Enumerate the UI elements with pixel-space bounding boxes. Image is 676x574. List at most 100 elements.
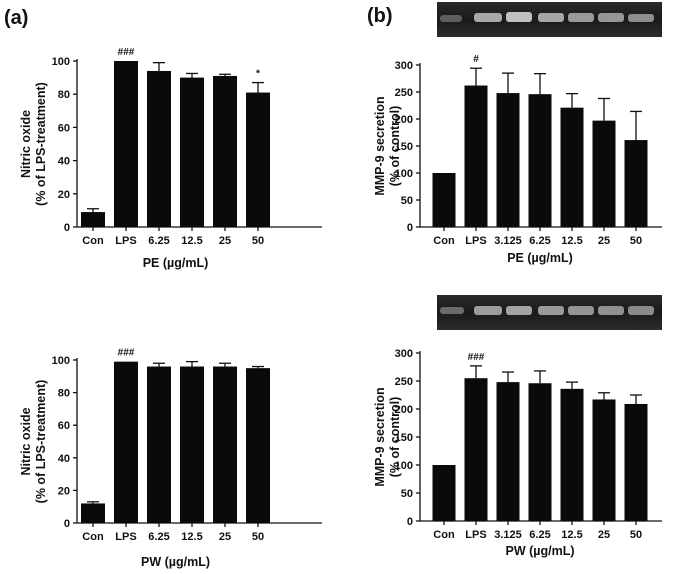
bar — [180, 366, 204, 523]
y-tick-label: 20 — [58, 189, 70, 201]
bar — [213, 75, 237, 227]
bar — [464, 85, 488, 228]
y-tick-label: 80 — [58, 89, 70, 101]
panel-label-b: (b) — [367, 5, 393, 27]
y-tick-label: 20 — [58, 485, 70, 497]
bar — [496, 93, 520, 227]
chart-a-bottom: 0 20 40 60 80 100 Con LPS ### 6.25 12.5 25 50 PW (µg/… — [19, 348, 322, 569]
significance-annotation: # — [473, 54, 479, 65]
y-tick-label: 200 — [395, 404, 413, 416]
gel-band — [568, 306, 594, 315]
x-tick-label: 50 — [252, 235, 264, 247]
y-tick-label: 300 — [395, 348, 413, 360]
bar — [432, 173, 456, 227]
gel-band — [506, 12, 532, 22]
y-tick-label: 50 — [401, 195, 413, 207]
significance-annotation: ### — [468, 352, 485, 363]
chart-a-top: 0 20 40 60 80 100 Con LPS ### 6.25 12.5 25 50 * PE (µg… — [19, 47, 322, 270]
gel-band — [474, 306, 502, 315]
bar — [496, 382, 520, 521]
y-tick-label: 60 — [58, 420, 70, 432]
x-tick-label: 12.5 — [561, 529, 582, 541]
y-tick-label: 300 — [395, 60, 413, 72]
bar — [81, 503, 105, 523]
y-tick-label: 250 — [395, 87, 413, 99]
x-tick-label: 25 — [598, 235, 610, 247]
x-tick-label: 12.5 — [561, 235, 582, 247]
y-axis-label-line: Nitric oxide — [19, 407, 33, 475]
y-tick-label: 60 — [58, 122, 70, 134]
bar — [560, 107, 584, 227]
x-tick-label: 12.5 — [181, 531, 202, 543]
x-tick-label: 25 — [598, 529, 610, 541]
x-axis-label: PW (µg/mL) — [141, 555, 210, 569]
x-tick-label: 25 — [219, 235, 231, 247]
bar — [180, 77, 204, 227]
y-tick-label: 150 — [395, 141, 413, 153]
gel-band — [598, 13, 624, 22]
gel-band — [628, 306, 654, 315]
bar — [464, 378, 488, 521]
x-tick-label: 3.125 — [494, 235, 522, 247]
x-tick-label: Con — [433, 529, 455, 541]
y-axis-label-line: (% of control) — [388, 106, 402, 187]
x-tick-label: 50 — [630, 235, 642, 247]
x-axis-label: PE (µg/mL) — [143, 256, 209, 270]
gel-band — [440, 15, 462, 22]
gel-image-bottom — [437, 295, 662, 330]
y-axis-label: Nitric oxide(% of LPS-treatment) — [19, 82, 48, 206]
panel-label-a: (a) — [4, 7, 28, 29]
y-axis-label-line: (% of LPS-treatment) — [34, 82, 48, 206]
bar — [560, 388, 584, 521]
gel-band — [568, 13, 594, 22]
bar — [246, 92, 270, 227]
y-axis-label-line: (% of control) — [388, 397, 402, 478]
y-tick-label: 40 — [58, 453, 70, 465]
bar — [213, 366, 237, 523]
significance-annotation: ### — [118, 348, 135, 359]
bar — [81, 212, 105, 227]
y-tick-label: 0 — [407, 516, 413, 528]
y-tick-label: 150 — [395, 432, 413, 444]
y-axis-label-line: MMP-9 secretion — [373, 387, 387, 486]
bar — [114, 61, 138, 227]
x-tick-label: LPS — [115, 235, 136, 247]
x-tick-label: LPS — [115, 531, 136, 543]
gel-band — [440, 307, 464, 314]
x-tick-label: LPS — [465, 529, 486, 541]
x-tick-label: 6.25 — [529, 529, 550, 541]
y-tick-label: 80 — [58, 388, 70, 400]
gel-band — [506, 306, 532, 315]
y-axis-label: MMP-9 secretion(% of control) — [373, 96, 402, 195]
y-tick-label: 200 — [395, 114, 413, 126]
bar — [246, 368, 270, 523]
y-tick-label: 0 — [64, 222, 70, 234]
x-tick-label: Con — [433, 235, 455, 247]
bar — [528, 383, 552, 521]
bar — [624, 403, 648, 521]
x-tick-label: Con — [82, 235, 104, 247]
bar — [432, 465, 456, 521]
significance-annotation: ### — [118, 47, 135, 58]
gel-band — [538, 306, 564, 315]
y-axis-label: MMP-9 secretion(% of control) — [373, 387, 402, 486]
bar — [624, 140, 648, 227]
x-axis-label: PW (µg/mL) — [506, 544, 575, 558]
x-axis-label: PE (µg/mL) — [507, 251, 573, 265]
bar — [114, 361, 138, 523]
y-tick-label: 250 — [395, 376, 413, 388]
y-axis-label: Nitric oxide(% of LPS-treatment) — [19, 380, 48, 504]
y-tick-label: 0 — [407, 222, 413, 234]
gel-image-top — [437, 2, 662, 37]
y-tick-label: 40 — [58, 156, 70, 168]
gel-band — [598, 306, 624, 315]
gel-band — [628, 14, 654, 22]
y-tick-label: 100 — [395, 168, 413, 180]
y-tick-label: 100 — [52, 56, 70, 68]
y-tick-label: 100 — [52, 355, 70, 367]
y-axis-label-line: (% of LPS-treatment) — [34, 380, 48, 504]
bar — [592, 120, 616, 227]
y-tick-label: 100 — [395, 460, 413, 472]
bar — [147, 366, 171, 523]
x-tick-label: 6.25 — [529, 235, 550, 247]
